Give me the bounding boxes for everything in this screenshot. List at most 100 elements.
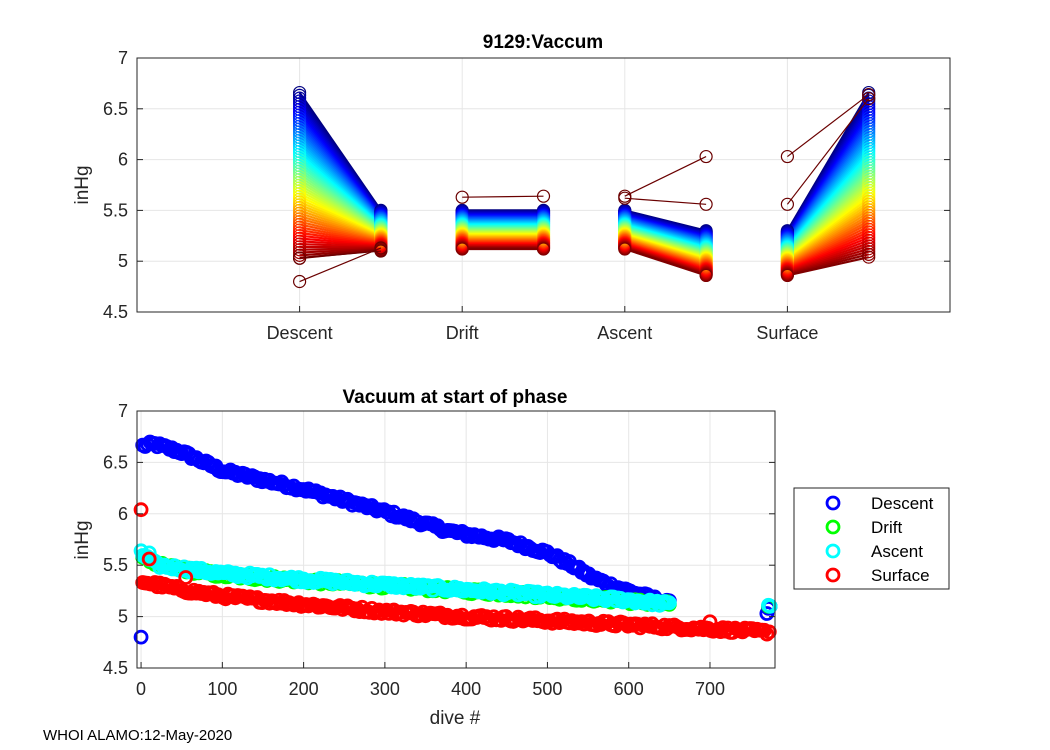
scatter-point [178,570,194,585]
top-profile-marker [293,195,307,209]
top-profile-marker [293,192,307,206]
scatter-point [762,598,778,614]
top-chart-title: 9129:Vaccum [483,32,603,53]
top-profile-marker [293,178,307,192]
top-profile-marker [293,172,307,187]
top-profile-marker [862,105,876,119]
top-profile-marker [862,122,876,136]
top-y-tick-label: 5 [118,251,128,271]
bottom-x-tick-label: 300 [370,679,400,699]
top-profile-marker [862,97,876,111]
top-y-tick-label: 4.5 [103,302,128,322]
scatter-point [133,543,149,559]
top-profile-marker [862,214,876,228]
legend-marker [825,495,841,511]
top-profile-marker [862,208,876,222]
bottom-x-axis-label: dive # [430,708,481,729]
bottom-y-tick-label: 7 [118,401,128,421]
legend-box [793,487,950,590]
top-profile-marker [293,181,307,195]
top-profile-marker [293,223,307,237]
top-profile-marker [862,191,876,206]
bottom-scatter-points [133,434,778,645]
bottom-y-ticks: 4.5 5 5.5 6 6.5 7 [103,401,775,678]
top-profile-marker [293,88,307,102]
top-outlier-line [787,94,870,158]
top-profile-marker [862,219,876,234]
scatter-point [661,595,677,611]
bottom-x-tick-label: 400 [451,679,481,699]
top-profile-marker [862,158,876,172]
top-profile-marker [293,116,307,131]
top-profile-marker [862,217,876,231]
top-profile-marker [862,113,876,128]
legend-marker [825,543,841,559]
top-profile-marker [862,147,876,161]
scatter-point [141,551,157,567]
top-profile-marker [293,184,307,198]
top-outliers [293,87,876,289]
top-x-tick-label: Ascent [597,323,652,343]
top-profile-marker [293,167,307,181]
top-x-tick-label: Surface [756,323,818,343]
top-profile-marker [862,152,876,167]
top-profile-marker [293,125,307,139]
top-profile-marker [862,127,876,141]
bottom-y-tick-label: 5 [118,607,128,627]
top-profile-marker [293,150,307,164]
top-profile-marker [862,228,876,242]
bottom-x-tick-label: 100 [207,679,237,699]
top-profile-marker [862,124,876,139]
top-outlier-marker [374,241,388,255]
top-outlier-marker [780,149,795,164]
top-profile-marker [293,158,307,173]
top-profile-marker [862,102,876,116]
top-profile-marker [862,242,876,256]
top-profile-marker [293,189,307,203]
top-profile-marker [862,180,876,194]
top-outlier-line [462,195,544,198]
bottom-plot: 4.5 5 5.5 6 6.5 7 0 100 200 300 400 500 600 700 Vacu… [72,387,778,729]
series-ascent [133,543,778,614]
top-profile-marker [536,242,551,256]
bottom-x-ticks: 0 100 200 300 400 500 600 700 [136,662,725,699]
top-profile-marker [862,197,876,211]
top-profile-marker [293,128,307,142]
top-profile-marker [862,194,876,208]
top-profile-marker [293,85,307,100]
top-profile-marker [293,97,307,111]
top-y-tick-label: 5.5 [103,200,128,220]
top-profile-marker [293,229,307,243]
top-y-tick-label: 6.5 [103,99,128,119]
top-profile-marker [293,164,307,178]
legend-marker [825,519,841,535]
scatter-point [759,626,775,642]
top-profile-marker [293,209,307,223]
top-profile-marker [293,119,307,133]
top-profile-marker [293,156,307,170]
top-profile-marker [293,133,307,147]
top-profile-marker [862,183,876,197]
top-profile-marker [293,186,307,201]
top-profile-line [787,256,869,277]
top-profile-marker [862,133,876,147]
legend-label: Ascent [871,542,923,561]
legend-label: Descent [871,494,934,513]
top-profile-marker [293,198,307,212]
top-profile-marker [862,119,876,133]
top-profile-marker [862,172,876,186]
top-y-axis-label: inHg [72,165,93,204]
top-profile-marker [699,268,713,283]
top-profile-markers [293,85,876,283]
top-profile-marker [862,175,876,189]
legend-label: Surface [871,566,930,585]
scatter-point [702,614,718,630]
top-profile-marker [293,142,307,156]
top-profile-marker [862,225,876,239]
legend-label: Drift [871,518,902,537]
top-profile-marker [862,136,876,150]
bottom-x-tick-label: 200 [289,679,319,699]
top-profile-marker [293,147,307,161]
top-profile-marker [293,102,307,116]
top-profile-marker [293,212,307,226]
